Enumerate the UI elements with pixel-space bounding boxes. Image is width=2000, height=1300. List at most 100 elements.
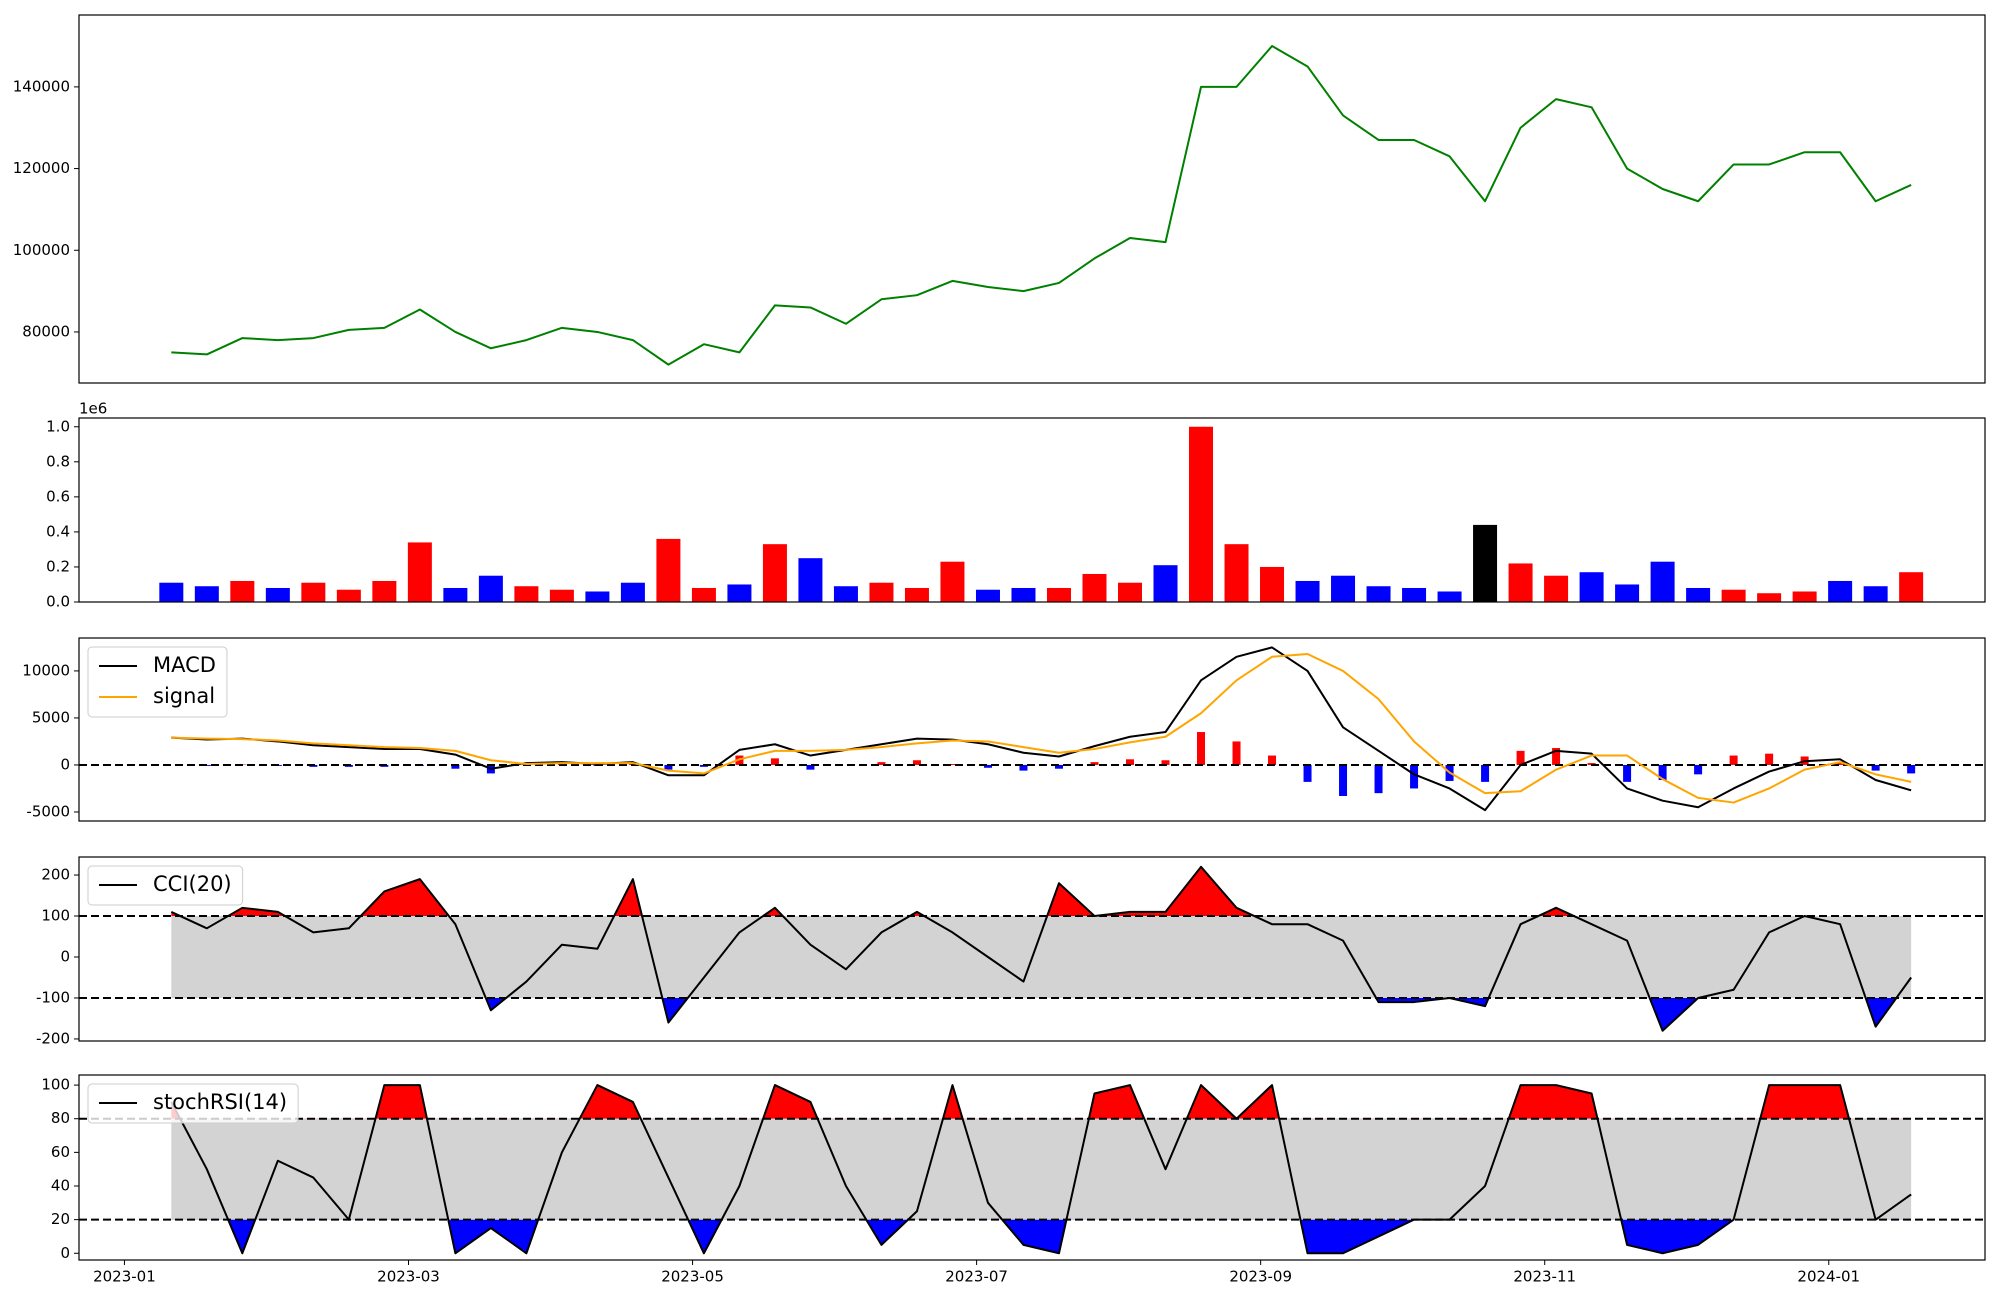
histogram-bar	[1836, 762, 1845, 765]
volume-bar	[1899, 572, 1924, 602]
y-tick-label: -100	[36, 988, 70, 1006]
y-tick-label: 5000	[32, 708, 70, 726]
x-tick-label: 2023-07	[945, 1268, 1008, 1286]
panel-frame	[78, 856, 1986, 1042]
y-tick-label: 60	[51, 1143, 70, 1161]
volume-bar	[478, 575, 503, 602]
volume-bar	[656, 538, 681, 602]
volume-bar	[1402, 587, 1427, 602]
histogram-bar	[1658, 764, 1667, 780]
volume-bar	[1863, 586, 1888, 602]
volume-bar	[1615, 584, 1640, 602]
panel-frame	[78, 1074, 1986, 1261]
series-line	[170, 865, 1912, 1032]
histogram-bar	[1765, 753, 1774, 765]
volume-bar	[904, 587, 929, 602]
histogram-bar	[1623, 764, 1632, 782]
volume-bar	[265, 587, 290, 602]
y-tick-label: 10000	[22, 661, 70, 679]
histogram-bar	[1694, 764, 1703, 775]
volume-bar	[1579, 572, 1604, 602]
histogram-bar	[1161, 760, 1170, 765]
y-tick-label: 80	[51, 1109, 70, 1127]
panel: 80000 100000 120000 140000	[13, 14, 1986, 384]
histogram-bar	[1268, 755, 1277, 765]
x-tick-label: 2023-01	[93, 1268, 156, 1286]
volume-bar	[1721, 589, 1746, 602]
y-tick-label: 80000	[22, 322, 70, 340]
y-tick-label: -5000	[26, 802, 70, 820]
y-tick-label: 0	[60, 1244, 70, 1262]
volume-bar	[1473, 524, 1498, 602]
y-tick-label: 100	[41, 1076, 70, 1094]
volume-bar	[301, 582, 326, 602]
volume-bar	[762, 544, 787, 602]
histogram-bar	[1125, 759, 1134, 765]
volume-bar	[1686, 587, 1711, 602]
y-tick-label: 1.0	[46, 417, 70, 435]
legend-box	[87, 865, 244, 906]
y-tick-label: 0.0	[46, 593, 70, 611]
volume-bar	[159, 582, 184, 602]
volume-bar	[691, 587, 716, 602]
volume-bar	[727, 584, 752, 602]
volume-bar	[1189, 426, 1214, 602]
histogram-bar	[983, 764, 992, 768]
volume-bar	[194, 586, 219, 602]
legend: CCI(20)	[87, 865, 244, 906]
x-tick-label: 2024-01	[1797, 1268, 1860, 1286]
x-tick-label: 2023-09	[1229, 1268, 1292, 1286]
panel: 0.0 0.2 0.4 0.6 0.8 1.0 1e6	[46, 400, 1986, 611]
y-tick-label: 20	[51, 1210, 70, 1228]
volume-bar	[407, 542, 432, 602]
histogram-bar	[948, 764, 957, 765]
overbought-fill	[171, 1085, 1850, 1119]
y-tick-label: 40	[51, 1177, 70, 1195]
panel-frame	[78, 417, 1986, 603]
volume-bar	[1366, 586, 1391, 602]
y-tick-label: 0.8	[46, 452, 70, 470]
volume-bar	[798, 558, 823, 602]
legend: stochRSI(14)	[87, 1083, 299, 1124]
volume-bar	[1650, 561, 1675, 602]
histogram-bar	[1054, 764, 1063, 769]
volume-bar	[514, 586, 539, 602]
volume-bar	[336, 589, 361, 602]
volume-bar	[1082, 573, 1107, 602]
y-tick-label: 200	[41, 866, 70, 884]
volume-bar	[1011, 587, 1036, 602]
volume-bar	[1260, 566, 1285, 602]
legend-label: MACD	[153, 653, 216, 677]
panel: -5000 0 5000 10000 MACD signal	[22, 637, 1986, 822]
panel-frame	[78, 637, 1986, 822]
legend-label: CCI(20)	[153, 872, 232, 896]
histogram-bar	[1481, 764, 1490, 782]
x-tick-label: 2023-11	[1513, 1268, 1576, 1286]
histogram-bar	[770, 758, 779, 765]
volume-bar	[1508, 563, 1533, 602]
volume-bar	[975, 589, 1000, 602]
neutral-band	[171, 1118, 1912, 1220]
neutral-band	[171, 916, 1912, 998]
legend-label: signal	[153, 684, 215, 708]
volume-bar	[1544, 575, 1569, 602]
histogram-bar	[1552, 748, 1561, 765]
y-tick-label: 0.2	[46, 557, 70, 575]
series-line	[170, 1084, 1912, 1255]
histogram-bar	[1907, 764, 1916, 774]
volume-bar	[1295, 580, 1320, 602]
y-tick-label: 0	[60, 755, 70, 773]
volume-bar	[1117, 582, 1142, 602]
series-line	[171, 652, 1912, 804]
histogram-bar	[806, 764, 815, 770]
volume-bar	[443, 587, 468, 602]
x-tick-label: 2023-03	[377, 1268, 440, 1286]
volume-bar	[549, 589, 574, 602]
legend-label: stochRSI(14)	[153, 1090, 287, 1114]
histogram-bar	[1729, 755, 1738, 765]
y-tick-label: 140000	[13, 77, 70, 95]
volume-bar	[1331, 575, 1356, 602]
axis-offset-label: 1e6	[79, 400, 107, 418]
series-line	[171, 646, 1912, 812]
